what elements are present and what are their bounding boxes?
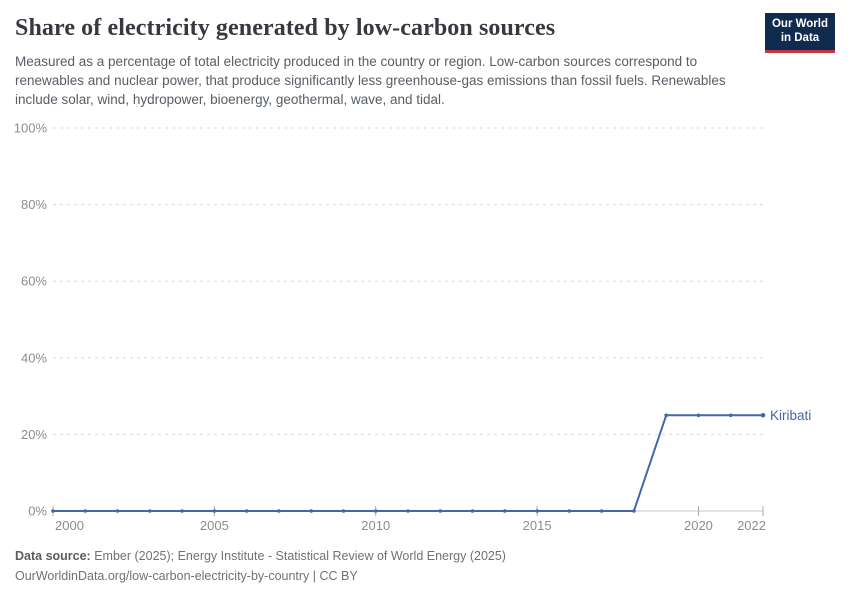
- data-point: [115, 509, 120, 513]
- x-tick-label: 2010: [361, 518, 390, 533]
- data-point: [728, 413, 733, 418]
- chart-subtitle: Measured as a percentage of total electr…: [15, 53, 726, 107]
- data-point: [470, 509, 475, 513]
- data-point: [760, 413, 766, 418]
- data-point: [373, 509, 378, 513]
- y-tick-label: 60%: [21, 274, 47, 289]
- data-point: [535, 509, 539, 513]
- series-points: [51, 413, 766, 513]
- chart-title: Share of electricity generated by low-ca…: [15, 15, 556, 41]
- data-point: [503, 509, 507, 513]
- data-point: [567, 509, 572, 513]
- data-point: [83, 509, 88, 513]
- chart-svg: 0%20%40%60%80%100%2000 2005 2010 2015 2020 20…: [14, 121, 812, 534]
- gridlines: [53, 127, 763, 512]
- url-license-line: OurWorldinData.org/low-carbon-electricit…: [15, 569, 358, 583]
- y-tick-label: 0%: [28, 504, 47, 519]
- y-tick-label: 20%: [21, 427, 47, 442]
- data-point: [51, 509, 55, 513]
- data-point: [406, 509, 410, 513]
- owid-logo-line1: Our World: [771, 18, 828, 30]
- chart-footer: Data source: Ember (2025); Energy Instit…: [15, 546, 835, 586]
- data-point: [309, 509, 314, 513]
- x-tick-label: 2020: [684, 518, 713, 533]
- data-source-label: Data source:: [15, 549, 91, 563]
- entity-label-kiribati[interactable]: Kiribati: [770, 408, 811, 423]
- data-point: [148, 509, 152, 513]
- chart-header: Share of electricity generated by low-ca…: [15, 13, 835, 109]
- y-tick-label: 40%: [21, 350, 47, 365]
- data-point: [341, 509, 346, 513]
- data-point: [696, 413, 701, 418]
- line-chart: 0% 20% 40% 60% 80% 100% 2000 2005 2010 2015 2020 20…: [0, 113, 850, 540]
- owid-logo-line2: in Data: [780, 31, 820, 44]
- y-tick-label: 100%: [14, 121, 48, 136]
- series-line-kiribati: [52, 414, 764, 512]
- owid-logo[interactable]: Our World in Data: [765, 13, 835, 53]
- x-axis-labels: 2000 2005 2010 2015 2020 2022: [55, 518, 766, 533]
- data-point: [180, 509, 184, 513]
- x-tick-label: 2022: [737, 518, 766, 533]
- data-point: [664, 413, 668, 418]
- data-point: [212, 509, 217, 513]
- x-tick-label: 2015: [523, 518, 552, 533]
- data-source-line: Data source: Ember (2025); Energy Instit…: [15, 546, 835, 566]
- data-point: [438, 509, 443, 513]
- x-tick-label: 2005: [200, 518, 229, 533]
- y-axis-labels: 0% 20% 40% 60% 80% 100%: [14, 121, 48, 519]
- data-source-text: Ember (2025); Energy Institute - Statist…: [90, 549, 506, 563]
- data-point: [599, 509, 604, 513]
- y-tick-label: 80%: [21, 197, 47, 212]
- x-tick-label: 2000: [55, 518, 84, 533]
- data-point: [277, 509, 281, 513]
- data-point: [632, 509, 636, 513]
- data-point: [244, 509, 249, 513]
